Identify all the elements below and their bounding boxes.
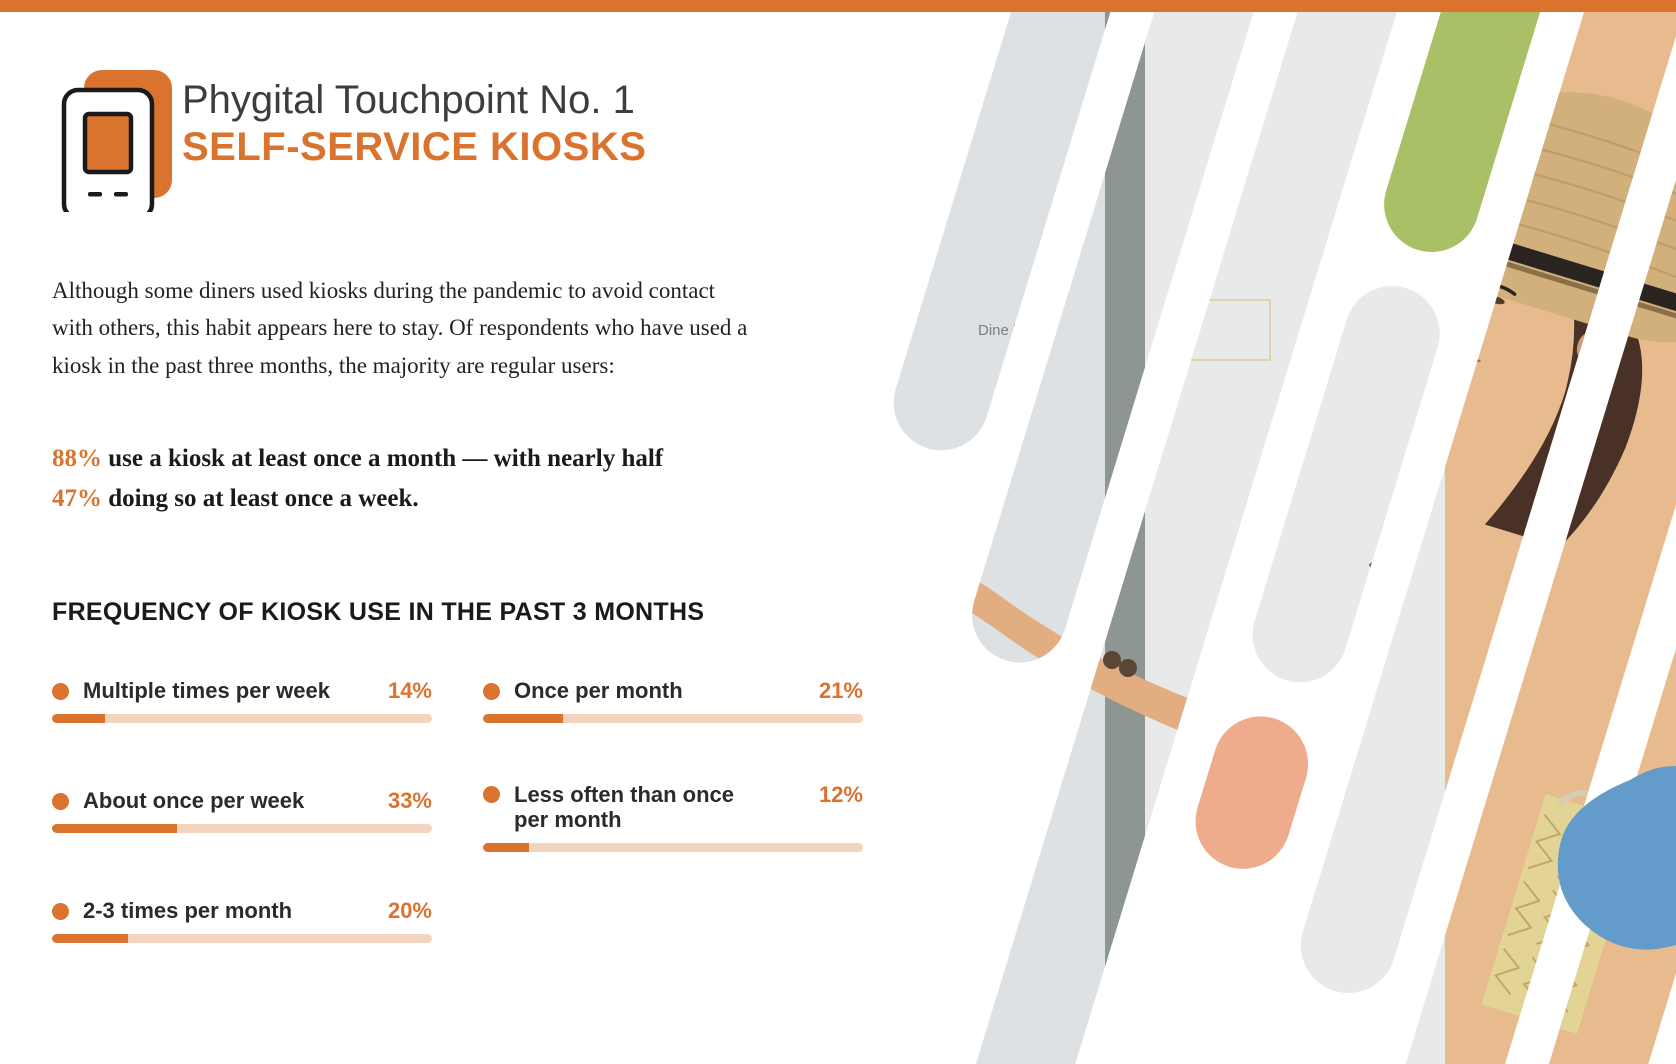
svg-text:Dine in: Dine in bbox=[978, 322, 1025, 339]
